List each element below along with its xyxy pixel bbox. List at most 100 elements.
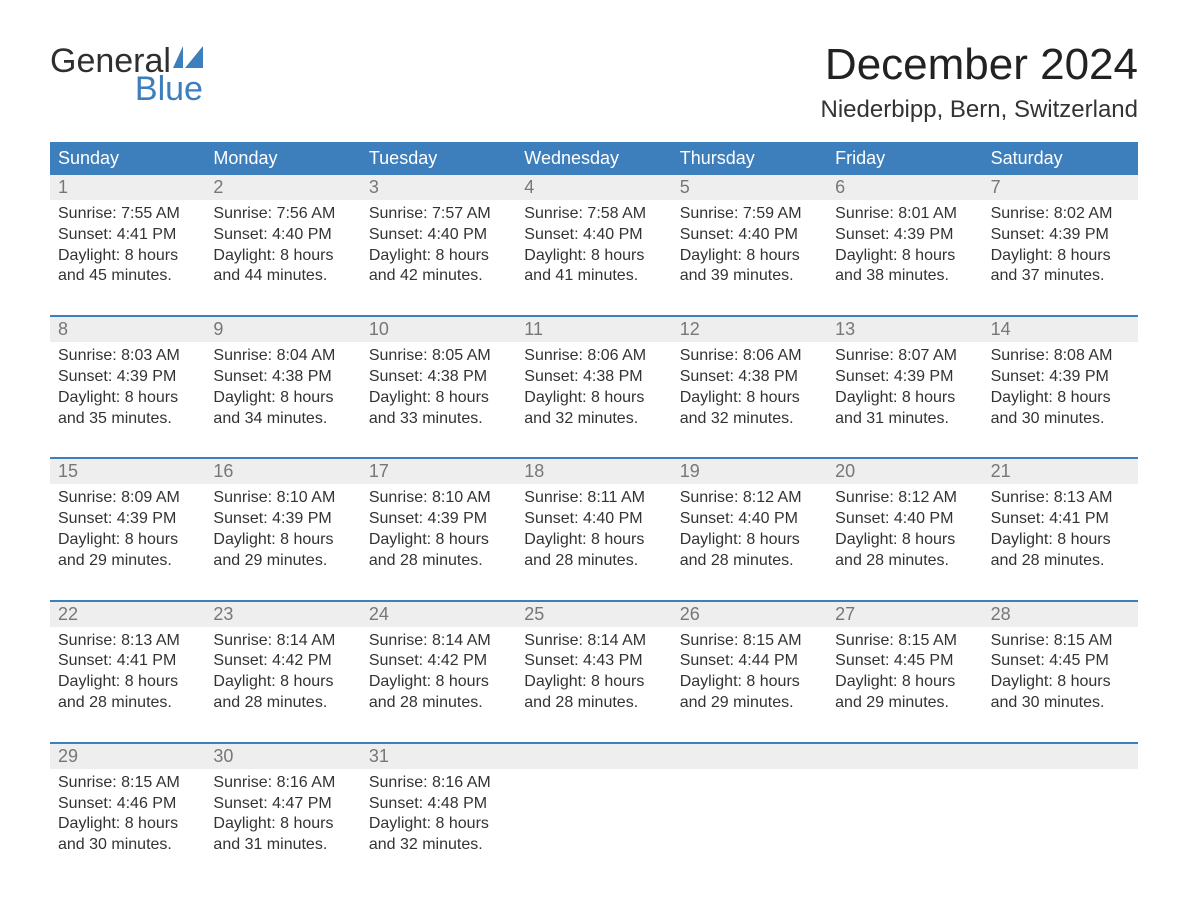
day-sunrise: Sunrise: 8:13 AM (58, 631, 197, 652)
month-title: December 2024 (821, 40, 1139, 90)
day-of-week-header: Sunday Monday Tuesday Wednesday Thursday… (50, 142, 1138, 175)
day-cell: Sunrise: 8:16 AMSunset: 4:48 PMDaylight:… (361, 769, 516, 860)
day-sunrise: Sunrise: 8:15 AM (835, 631, 974, 652)
day-dl1: Daylight: 8 hours (369, 814, 508, 835)
day-cell: Sunrise: 7:58 AMSunset: 4:40 PMDaylight:… (516, 200, 671, 291)
day-sunset: Sunset: 4:42 PM (213, 651, 352, 672)
day-sunrise: Sunrise: 8:06 AM (524, 346, 663, 367)
day-sunrise: Sunrise: 8:15 AM (680, 631, 819, 652)
day-sunrise: Sunrise: 8:14 AM (524, 631, 663, 652)
day-dl2: and 32 minutes. (524, 409, 663, 430)
day-dl1: Daylight: 8 hours (991, 388, 1130, 409)
day-sunset: Sunset: 4:40 PM (524, 225, 663, 246)
day-number: 12 (672, 317, 827, 342)
day-sunset: Sunset: 4:40 PM (213, 225, 352, 246)
day-number: 11 (516, 317, 671, 342)
week-row: 293031 Sunrise: 8:15 AMSunset: 4:46 PMDay… (50, 742, 1138, 860)
day-number: 14 (983, 317, 1138, 342)
day-dl1: Daylight: 8 hours (213, 814, 352, 835)
day-sunrise: Sunrise: 8:08 AM (991, 346, 1130, 367)
day-dl1: Daylight: 8 hours (524, 530, 663, 551)
day-dl2: and 28 minutes. (58, 693, 197, 714)
day-dl2: and 37 minutes. (991, 266, 1130, 287)
day-number: 3 (361, 175, 516, 200)
day-dl1: Daylight: 8 hours (991, 530, 1130, 551)
calendar: Sunday Monday Tuesday Wednesday Thursday… (50, 142, 1138, 860)
day-cell: Sunrise: 8:06 AMSunset: 4:38 PMDaylight:… (516, 342, 671, 433)
day-sunrise: Sunrise: 8:10 AM (213, 488, 352, 509)
day-sunset: Sunset: 4:38 PM (213, 367, 352, 388)
day-number: 22 (50, 602, 205, 627)
daynum-band: 1234567 (50, 175, 1138, 200)
day-sunset: Sunset: 4:39 PM (835, 225, 974, 246)
day-number: 30 (205, 744, 360, 769)
sail-icon (173, 40, 203, 74)
day-sunrise: Sunrise: 8:01 AM (835, 204, 974, 225)
day-cell: Sunrise: 8:14 AMSunset: 4:42 PMDaylight:… (205, 627, 360, 718)
day-dl1: Daylight: 8 hours (58, 388, 197, 409)
day-sunrise: Sunrise: 8:07 AM (835, 346, 974, 367)
day-cell: Sunrise: 8:15 AMSunset: 4:45 PMDaylight:… (983, 627, 1138, 718)
day-dl1: Daylight: 8 hours (835, 388, 974, 409)
dow-tuesday: Tuesday (361, 142, 516, 175)
day-dl2: and 30 minutes. (991, 693, 1130, 714)
day-dl2: and 44 minutes. (213, 266, 352, 287)
day-number: 25 (516, 602, 671, 627)
day-number (516, 744, 671, 769)
day-cell: Sunrise: 8:04 AMSunset: 4:38 PMDaylight:… (205, 342, 360, 433)
page: General Blue December 2024 Niederbipp, B… (0, 0, 1188, 920)
day-dl2: and 28 minutes. (524, 693, 663, 714)
day-dl1: Daylight: 8 hours (213, 246, 352, 267)
week-row: 15161718192021Sunrise: 8:09 AMSunset: 4:… (50, 457, 1138, 575)
day-cell: Sunrise: 8:13 AMSunset: 4:41 PMDaylight:… (50, 627, 205, 718)
day-dl2: and 29 minutes. (213, 551, 352, 572)
title-block: December 2024 Niederbipp, Bern, Switzerl… (821, 40, 1139, 134)
dow-thursday: Thursday (672, 142, 827, 175)
daynum-band: 15161718192021 (50, 459, 1138, 484)
day-dl2: and 45 minutes. (58, 266, 197, 287)
day-sunrise: Sunrise: 8:02 AM (991, 204, 1130, 225)
day-cell (827, 769, 982, 860)
daynum-band: 22232425262728 (50, 602, 1138, 627)
day-dl2: and 31 minutes. (835, 409, 974, 430)
day-dl1: Daylight: 8 hours (58, 246, 197, 267)
weeks-container: 1234567Sunrise: 7:55 AMSunset: 4:41 PMDa… (50, 175, 1138, 860)
brand-word2: Blue (50, 72, 203, 106)
day-dl1: Daylight: 8 hours (524, 672, 663, 693)
day-number: 10 (361, 317, 516, 342)
day-sunset: Sunset: 4:47 PM (213, 794, 352, 815)
day-sunrise: Sunrise: 8:15 AM (58, 773, 197, 794)
day-cell: Sunrise: 8:06 AMSunset: 4:38 PMDaylight:… (672, 342, 827, 433)
day-dl2: and 35 minutes. (58, 409, 197, 430)
day-cell: Sunrise: 8:01 AMSunset: 4:39 PMDaylight:… (827, 200, 982, 291)
day-dl1: Daylight: 8 hours (58, 814, 197, 835)
day-number: 29 (50, 744, 205, 769)
location-text: Niederbipp, Bern, Switzerland (821, 96, 1139, 124)
day-dl1: Daylight: 8 hours (991, 246, 1130, 267)
day-sunrise: Sunrise: 7:58 AM (524, 204, 663, 225)
day-sunrise: Sunrise: 8:05 AM (369, 346, 508, 367)
day-dl1: Daylight: 8 hours (680, 246, 819, 267)
day-cell: Sunrise: 7:56 AMSunset: 4:40 PMDaylight:… (205, 200, 360, 291)
day-sunrise: Sunrise: 8:04 AM (213, 346, 352, 367)
day-sunrise: Sunrise: 8:03 AM (58, 346, 197, 367)
day-number: 31 (361, 744, 516, 769)
day-cell: Sunrise: 8:14 AMSunset: 4:42 PMDaylight:… (361, 627, 516, 718)
day-sunset: Sunset: 4:40 PM (835, 509, 974, 530)
day-dl1: Daylight: 8 hours (369, 672, 508, 693)
day-sunset: Sunset: 4:39 PM (991, 225, 1130, 246)
day-sunset: Sunset: 4:39 PM (213, 509, 352, 530)
day-dl2: and 28 minutes. (524, 551, 663, 572)
day-number: 17 (361, 459, 516, 484)
day-dl1: Daylight: 8 hours (524, 246, 663, 267)
day-number: 28 (983, 602, 1138, 627)
day-number: 20 (827, 459, 982, 484)
day-sunset: Sunset: 4:48 PM (369, 794, 508, 815)
day-number: 27 (827, 602, 982, 627)
day-dl1: Daylight: 8 hours (680, 388, 819, 409)
day-number: 13 (827, 317, 982, 342)
day-sunset: Sunset: 4:41 PM (991, 509, 1130, 530)
day-cell: Sunrise: 8:15 AMSunset: 4:46 PMDaylight:… (50, 769, 205, 860)
dow-wednesday: Wednesday (516, 142, 671, 175)
day-dl2: and 38 minutes. (835, 266, 974, 287)
